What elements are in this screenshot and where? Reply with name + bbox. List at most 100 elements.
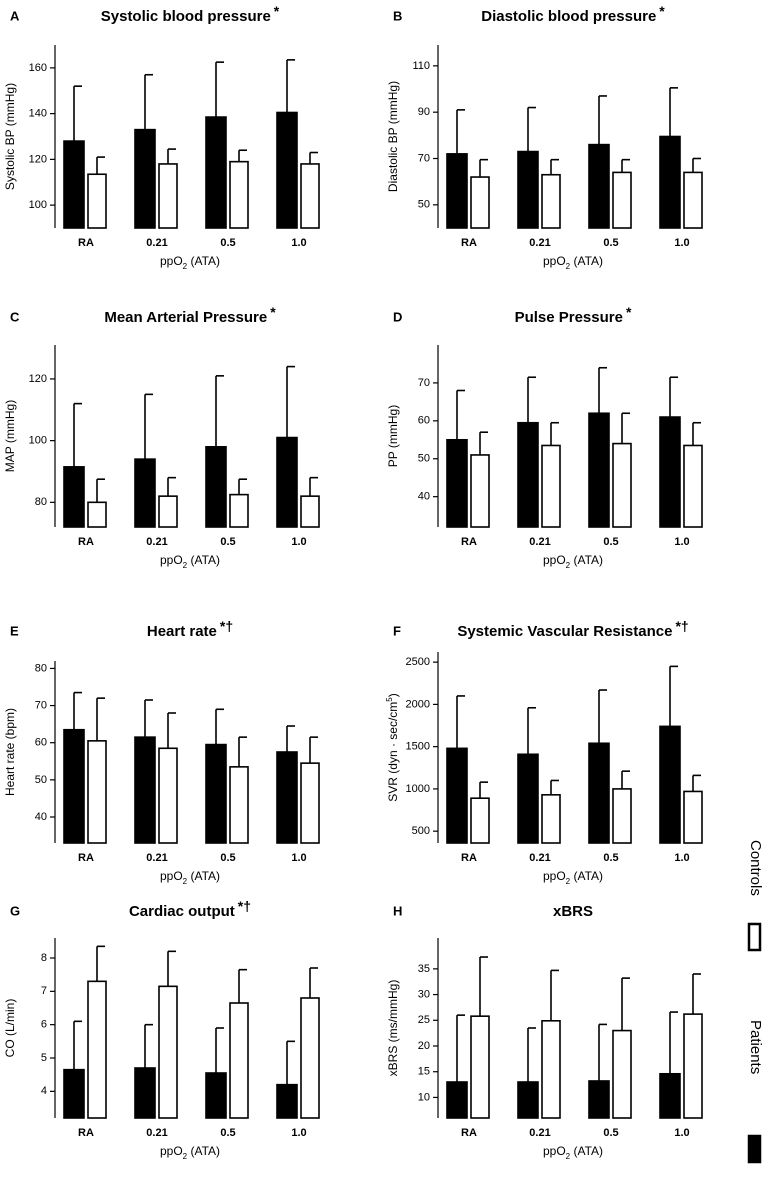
label-part: 5 (385, 697, 394, 702)
label-part: ) (386, 693, 400, 697)
label-part: (ATA) (187, 553, 220, 567)
y-tick-label: 160 (29, 62, 47, 74)
x-tick-label: RA (78, 1127, 94, 1139)
bar (683, 790, 703, 844)
y-tick-label: 80 (35, 496, 47, 508)
y-tick-label: 1500 (406, 741, 430, 753)
label-part: 2 (566, 1152, 571, 1161)
chart-title: Cardiac output *† (129, 898, 251, 920)
bar (541, 794, 561, 844)
bar (659, 1072, 681, 1119)
label-part: (ATA) (570, 869, 603, 883)
bar (470, 176, 490, 229)
panel: F Systemic Vascular Resistance *† 500 1000 15… (385, 618, 703, 886)
bar (470, 797, 490, 844)
title-annotation: *† (220, 618, 233, 634)
y-tick-label: 10 (418, 1091, 430, 1103)
x-tick-label: 0.5 (603, 237, 618, 249)
chart-title: Heart rate *† (147, 618, 233, 640)
bar (276, 751, 298, 844)
label-part: ppO (160, 254, 183, 268)
bar (659, 135, 681, 229)
panel: E Heart rate *† 40 50 60 70 80 Heart rate (bpm) R… (3, 618, 320, 886)
y-tick-label: 70 (35, 699, 47, 711)
panel: B Diastolic blood pressure * 50 70 90 110 Diast… (386, 3, 703, 271)
y-tick-label: 100 (29, 435, 47, 447)
bar (446, 153, 468, 229)
title-annotation: * (626, 304, 632, 320)
bar (588, 1080, 610, 1119)
panel-letter: F (393, 623, 401, 638)
bar (517, 150, 539, 229)
bar (229, 160, 249, 229)
y-tick-label: 15 (418, 1066, 430, 1078)
x-axis-label: ppO2 (ATA) (543, 553, 603, 569)
legend-swatch (747, 922, 762, 952)
x-axis-label: ppO2 (ATA) (160, 1144, 220, 1160)
bar (446, 1081, 468, 1119)
label-part: ppO (543, 254, 566, 268)
y-tick-label: 90 (418, 106, 430, 118)
bar (158, 163, 178, 229)
label-part: (ATA) (187, 254, 220, 268)
y-axis-label: Heart rate (bpm) (3, 708, 17, 796)
legend-swatch (747, 1134, 762, 1164)
x-tick-label: 0.5 (220, 852, 235, 864)
bar (229, 1002, 249, 1119)
bar (134, 128, 156, 229)
x-tick-label: 1.0 (291, 852, 306, 864)
bar (134, 736, 156, 844)
y-tick-label: 35 (418, 963, 430, 975)
y-tick-label: 40 (35, 811, 47, 823)
bar (612, 1029, 632, 1119)
bar (300, 762, 320, 844)
title-text: Systolic blood pressure (101, 8, 271, 25)
label-part: (ATA) (570, 1144, 603, 1158)
y-tick-label: 60 (418, 415, 430, 427)
title-text: Systemic Vascular Resistance (457, 623, 672, 640)
bar (588, 412, 610, 528)
x-tick-label: 0.5 (603, 536, 618, 548)
y-tick-label: 20 (418, 1040, 430, 1052)
title-annotation: *† (238, 898, 251, 914)
title-text: Diastolic blood pressure (481, 8, 656, 25)
bar (588, 742, 610, 844)
bar (63, 1068, 85, 1119)
bar (229, 493, 249, 528)
bar (612, 788, 632, 844)
y-tick-label: 50 (418, 453, 430, 465)
label-part: ppO (543, 869, 566, 883)
x-tick-label: 1.0 (291, 536, 306, 548)
x-tick-label: RA (78, 536, 94, 548)
title-annotation: *† (675, 618, 688, 634)
bar (63, 140, 85, 229)
x-axis-label: ppO2 (ATA) (543, 869, 603, 885)
y-axis-label: CO (L/min) (3, 999, 17, 1058)
y-tick-label: 8 (41, 952, 47, 964)
y-tick-label: 4 (41, 1085, 47, 1097)
bar (612, 442, 632, 528)
label-part: (ATA) (570, 553, 603, 567)
x-tick-label: 1.0 (674, 237, 689, 249)
bar (541, 444, 561, 528)
y-tick-label: 30 (418, 988, 430, 1000)
x-tick-label: 1.0 (291, 237, 306, 249)
y-tick-label: 2000 (406, 698, 430, 710)
bar (276, 1083, 298, 1119)
x-tick-label: 0.21 (146, 852, 167, 864)
x-tick-label: 0.21 (146, 237, 167, 249)
y-axis-label: Systolic BP (mmHg) (3, 83, 17, 190)
label-part: ppO (543, 553, 566, 567)
bar (205, 116, 227, 229)
label-part: 2 (566, 877, 571, 886)
panel: D Pulse Pressure * 40 50 60 70 PP (mmHg) RA 0.21 0… (386, 304, 703, 570)
x-axis-label: ppO2 (ATA) (160, 254, 220, 270)
x-tick-label: 0.21 (529, 237, 550, 249)
y-tick-label: 140 (29, 108, 47, 120)
bar (63, 466, 85, 528)
bar (683, 444, 703, 528)
y-tick-label: 50 (35, 774, 47, 786)
x-axis-label: ppO2 (ATA) (543, 1144, 603, 1160)
